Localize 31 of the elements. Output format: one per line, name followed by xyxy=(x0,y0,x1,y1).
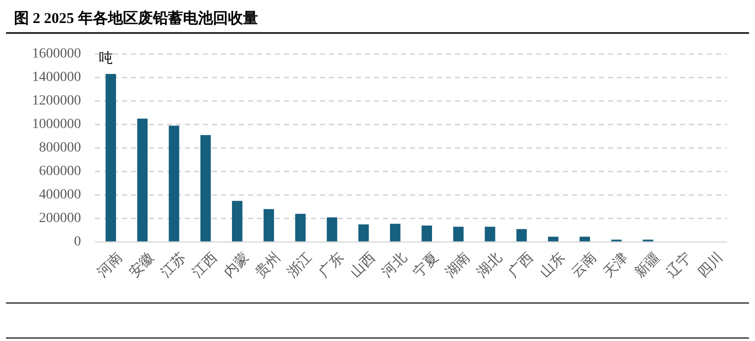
x-tick-label: 宁夏 xyxy=(410,250,442,281)
x-tick-label: 山东 xyxy=(537,250,568,281)
x-tick-label: 内蒙 xyxy=(221,250,252,281)
y-tick-label: 400000 xyxy=(39,188,81,202)
x-tick-label: 新疆 xyxy=(632,250,664,281)
y-tick-label: 1600000 xyxy=(32,46,81,62)
x-tick-label: 辽宁 xyxy=(664,250,695,281)
x-tick-label: 贵州 xyxy=(252,250,284,281)
x-tick-label: 浙江 xyxy=(284,250,316,281)
x-tick-label: 湖南 xyxy=(442,250,474,281)
x-tick-label: 江西 xyxy=(190,250,221,281)
y-tick-label: 200000 xyxy=(39,211,81,226)
y-tick-label: 600000 xyxy=(39,164,81,179)
y-tick-label: 800000 xyxy=(39,140,81,156)
y-tick-label: 1400000 xyxy=(32,70,81,85)
y-tick-label: 1000000 xyxy=(32,117,81,132)
x-tick-label: 广西 xyxy=(506,250,537,281)
x-tick-label: 广东 xyxy=(316,250,348,281)
y-axis-title: 吨 xyxy=(99,50,113,66)
x-tick-label: 山西 xyxy=(348,250,379,281)
x-tick-label: 江苏 xyxy=(158,250,190,281)
y-tick-label: 1200000 xyxy=(32,94,81,108)
y-tick-label: 0 xyxy=(74,234,81,250)
x-tick-label: 天津 xyxy=(600,250,632,281)
x-tick-label: 河南 xyxy=(94,250,126,281)
x-tick-label: 湖北 xyxy=(474,250,506,281)
x-tick-label: 四川 xyxy=(695,250,726,281)
x-tick-label: 安徽 xyxy=(126,250,158,281)
title: 图 2 2025 年各地区废铅蓄电池回收量 xyxy=(14,11,258,27)
x-tick-label: 云南 xyxy=(568,250,600,281)
x-tick-label: 河北 xyxy=(379,250,410,281)
